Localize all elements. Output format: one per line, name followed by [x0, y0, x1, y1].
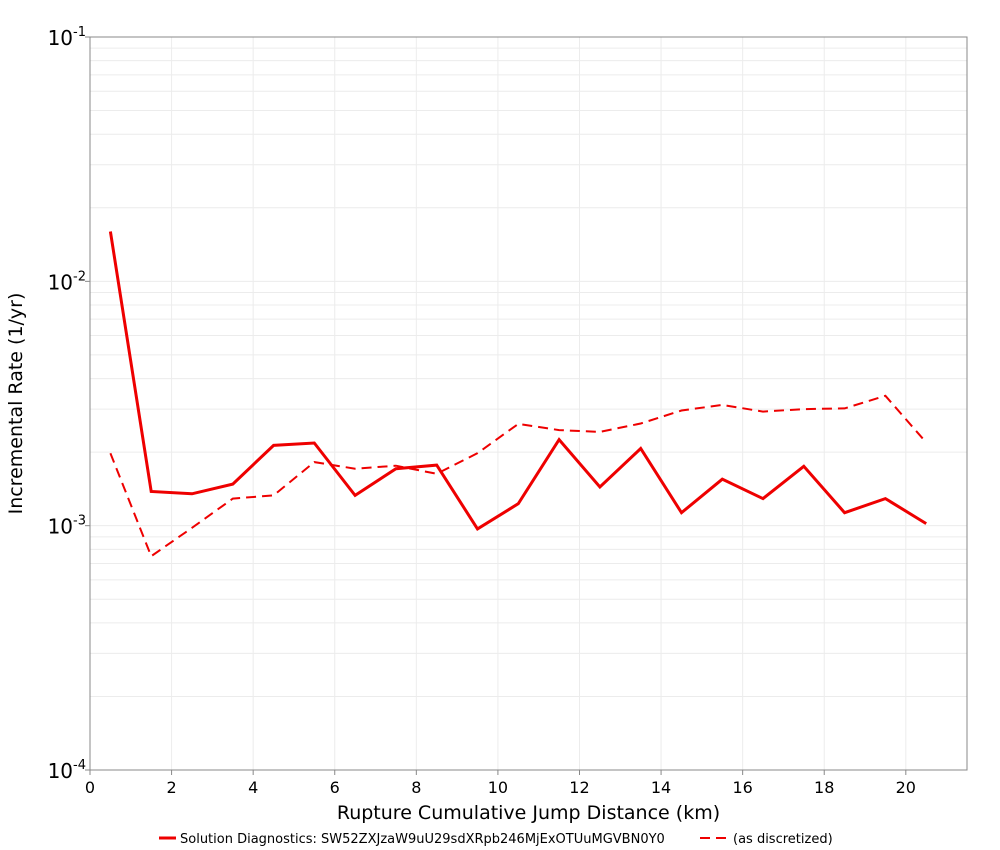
y-axis-title: Incremental Rate (1/yr) — [5, 293, 27, 515]
legend: Solution Diagnostics: SW52ZXJzaW9uU29sdX… — [159, 832, 833, 847]
x-tick-label: 8 — [411, 778, 421, 797]
x-tick-label: 6 — [330, 778, 340, 797]
legend-label-solution: Solution Diagnostics: SW52ZXJzaW9uU29sdX… — [180, 832, 665, 847]
grid-lines — [89, 37, 967, 771]
y-tick-label: 10-4 — [48, 758, 86, 783]
axes: 0 2 4 6 8 10 12 14 16 18 20 10-4 10-3 10-2 10-1 — [48, 25, 916, 797]
y-tick-label: 10-2 — [48, 269, 86, 294]
series-line-1 — [109, 394, 927, 558]
legend-label-discretized: (as discretized) — [733, 832, 833, 847]
y-tick-label: 10-1 — [48, 25, 86, 50]
x-tick-label: 14 — [651, 778, 671, 797]
x-tick-label: 16 — [732, 778, 752, 797]
x-tick-label: 0 — [85, 778, 95, 797]
series-layer — [108, 231, 927, 558]
x-tick-label: 12 — [569, 778, 589, 797]
x-tick-label: 20 — [896, 778, 916, 797]
x-tick-label: 18 — [814, 778, 834, 797]
x-tick-label: 10 — [488, 778, 508, 797]
y-tick-label: 10-3 — [48, 514, 86, 539]
x-axis-title: Rupture Cumulative Jump Distance (km) — [337, 802, 720, 824]
plot-area-frame — [89, 36, 968, 771]
series-line-0 — [108, 231, 927, 531]
x-tick-label: 4 — [248, 778, 258, 797]
x-tick-label: 2 — [166, 778, 176, 797]
